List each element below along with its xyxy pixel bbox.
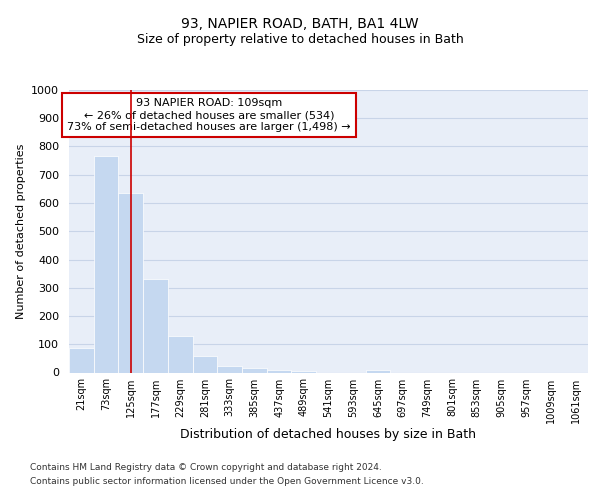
Bar bbox=[118, 193, 143, 372]
Bar bbox=[143, 280, 168, 372]
Bar bbox=[292, 371, 316, 372]
X-axis label: Distribution of detached houses by size in Bath: Distribution of detached houses by size … bbox=[181, 428, 476, 441]
Text: 93 NAPIER ROAD: 109sqm
← 26% of detached houses are smaller (534)
73% of semi-de: 93 NAPIER ROAD: 109sqm ← 26% of detached… bbox=[67, 98, 351, 132]
Bar bbox=[69, 348, 94, 372]
Text: 93, NAPIER ROAD, BATH, BA1 4LW: 93, NAPIER ROAD, BATH, BA1 4LW bbox=[181, 18, 419, 32]
Y-axis label: Number of detached properties: Number of detached properties bbox=[16, 144, 26, 319]
Bar bbox=[94, 156, 118, 372]
Bar bbox=[217, 366, 242, 372]
Text: Contains public sector information licensed under the Open Government Licence v3: Contains public sector information licen… bbox=[30, 477, 424, 486]
Bar bbox=[242, 368, 267, 372]
Bar bbox=[193, 356, 217, 372]
Bar bbox=[365, 370, 390, 372]
Bar bbox=[267, 370, 292, 372]
Bar bbox=[168, 336, 193, 372]
Text: Contains HM Land Registry data © Crown copyright and database right 2024.: Contains HM Land Registry data © Crown c… bbox=[30, 464, 382, 472]
Text: Size of property relative to detached houses in Bath: Size of property relative to detached ho… bbox=[137, 32, 463, 46]
